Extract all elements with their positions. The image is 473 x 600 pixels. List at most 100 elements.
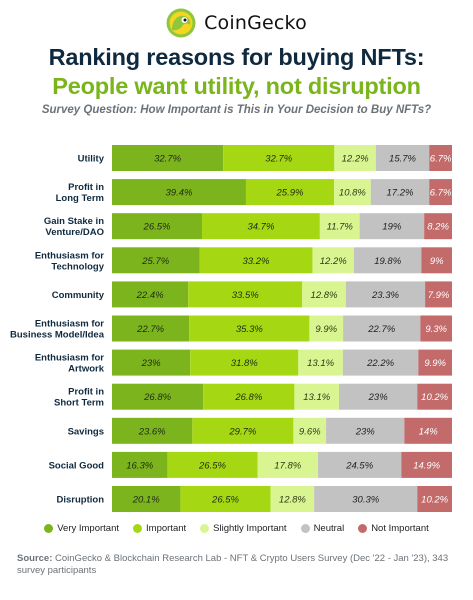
legend-label: Very Important [57,523,120,534]
bar-disruption-important [180,486,271,512]
legend-swatch [300,524,310,533]
chart-title-line1: Ranking reasons for buying NFTs: [48,44,425,70]
source-label: Source: [17,553,53,564]
data-label-disruption-neutral: 30.3% [352,495,379,506]
category-label-profit-in-long-term: Profit in Long Term [56,182,105,204]
bar-gain-stake-in-venture-dao-not-important [424,213,452,240]
data-label-gain-stake-in-venture-dao-slightly-important: 11.7% [327,222,354,233]
bar-savings-slightly-important [293,417,327,444]
legend-item-not-important: Not Important [358,523,429,534]
bar-savings-neutral [326,417,405,444]
legend-label: Slightly Important [213,523,287,534]
bar-utility-not-important [429,145,452,171]
bar-enthusiasm-for-artwork-important [190,349,299,376]
bar-social-good-neutral [318,451,402,478]
data-label-profit-in-short-term-neutral: 23% [368,392,389,403]
bar-utility-neutral [375,145,430,171]
data-label-social-good-not-important: 14.9% [413,460,440,471]
data-label-gain-stake-in-venture-dao-very-important: 26.5% [143,222,171,233]
source-note: Source: CoinGecko & Blockchain Research … [17,553,462,577]
category-label-enthusiasm-for-technology: Enthusiasm for Technology [35,250,105,272]
data-label-savings-very-important: 23.6% [138,426,166,437]
legend-label: Neutral [313,523,345,534]
bar-gain-stake-in-venture-dao-very-important [112,213,203,240]
data-label-utility-slightly-important: 12.2% [342,154,369,165]
data-label-community-slightly-important: 12.8% [311,290,338,301]
bar-gain-stake-in-venture-dao-slightly-important [319,213,360,240]
data-label-utility-very-important: 32.7% [154,154,181,165]
category-label-social-good: Social Good [49,460,105,471]
legend-item-important: Important [133,523,186,534]
data-label-community-neutral: 23.3% [371,290,399,301]
category-label-line: Community [52,290,105,301]
chart-title-line2: People want utility, not disruption [52,73,421,99]
data-label-enthusiasm-for-technology-slightly-important: 12.2% [320,256,347,267]
bar-profit-in-long-term-not-important [429,179,452,206]
data-label-enthusiasm-for-technology-important: 33.2% [242,256,269,267]
data-label-social-good-neutral: 24.5% [345,460,373,471]
data-label-profit-in-long-term-not-important: 6.7% [430,188,452,199]
bar-profit-in-short-term-not-important [417,383,452,410]
category-label-line: Short Term [54,398,104,409]
data-label-enthusiasm-for-business-model-idea-neutral: 22.7% [367,324,395,335]
legend-swatch [44,524,54,533]
bar-enthusiasm-for-business-model-idea-neutral [343,315,421,342]
legend-swatch [358,524,368,533]
bar-disruption-very-important [112,486,181,512]
bar-disruption-slightly-important [270,486,315,512]
bar-enthusiasm-for-technology-not-important [421,247,452,274]
bar-disruption-not-important [417,486,452,512]
category-label-line: Gain Stake in [44,216,104,227]
data-label-enthusiasm-for-artwork-slightly-important: 13.1% [307,358,334,369]
bar-enthusiasm-for-business-model-idea-important [189,315,310,342]
bar-savings-not-important [404,417,452,444]
bar-savings-very-important [112,417,193,444]
bar-enthusiasm-for-artwork-neutral [342,349,419,376]
bar-enthusiasm-for-technology-important [199,247,313,274]
bar-profit-in-long-term-neutral [370,179,430,206]
category-label-line: Enthusiasm for [35,353,104,364]
data-label-enthusiasm-for-technology-very-important: 25.7% [141,256,169,267]
data-label-disruption-not-important: 10.2% [421,495,448,506]
category-label-line: Venture/DAO [45,227,104,238]
bar-social-good-important [167,451,258,478]
bar-gain-stake-in-venture-dao-important [202,213,320,240]
legend-item-neutral: Neutral [300,523,345,534]
category-label-line: Technology [51,261,104,272]
data-label-profit-in-long-term-very-important: 39.4% [166,188,193,199]
bar-community-very-important [112,281,189,308]
category-label-line: Utility [78,154,105,165]
legend-item-slightly-important: Slightly Important [200,523,287,534]
data-label-profit-in-long-term-important: 25.9% [276,188,304,199]
data-label-profit-in-short-term-very-important: 26.8% [143,392,171,403]
bar-profit-in-long-term-very-important [112,179,246,206]
data-label-savings-not-important: 14% [419,426,439,437]
bar-enthusiasm-for-technology-slightly-important [312,247,354,274]
bar-community-not-important [425,281,452,308]
data-label-utility-important: 32.7% [265,154,292,165]
category-label-enthusiasm-for-business-model-idea: Enthusiasm for Business Model/Idea [10,319,105,341]
bar-community-important [188,281,303,308]
category-label-line: Savings [68,426,104,437]
data-label-social-good-very-important: 16.3% [126,460,153,471]
data-label-community-very-important: 22.4% [136,290,164,301]
data-label-social-good-important: 26.5% [198,460,226,471]
category-label-line: Enthusiasm for [35,319,104,330]
data-label-gain-stake-in-venture-dao-not-important: 8.2% [427,222,449,233]
bar-profit-in-long-term-slightly-important [334,179,371,206]
bar-savings-important [192,417,294,444]
data-label-profit-in-long-term-neutral: 17.2% [387,188,414,199]
bar-profit-in-long-term-important [245,179,335,206]
category-label-utility: Utility [78,154,105,165]
data-label-enthusiasm-for-business-model-idea-slightly-important: 9.9% [315,324,337,335]
legend-label: Important [146,523,187,534]
legend-swatch [133,524,143,533]
bar-disruption-neutral [314,486,418,512]
category-label-line: Profit in [68,182,104,193]
bar-social-good-very-important [112,451,168,478]
bar-enthusiasm-for-artwork-slightly-important [298,349,343,376]
data-label-enthusiasm-for-business-model-idea-very-important: 22.7% [136,324,164,335]
data-label-profit-in-long-term-slightly-important: 10.8% [339,188,366,199]
data-label-gain-stake-in-venture-dao-important: 34.7% [247,222,274,233]
data-label-disruption-very-important: 20.1% [132,495,160,506]
